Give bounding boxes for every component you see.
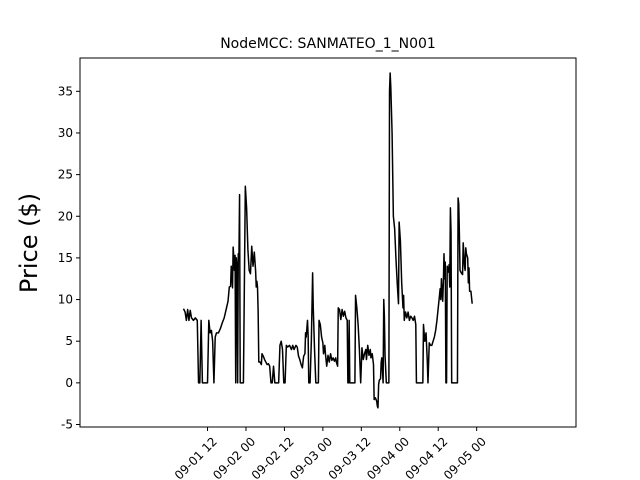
y-tick-label: 5: [65, 334, 73, 348]
plot-frame: [79, 57, 577, 428]
y-tick-label: 0: [65, 376, 73, 390]
y-axis-label: Price ($): [15, 193, 43, 293]
price-series-line: [182, 72, 473, 409]
y-tick-label: 10: [58, 293, 73, 307]
y-tick-label: 25: [58, 168, 73, 182]
y-tick-label: 20: [58, 209, 73, 223]
y-tick-label: 15: [58, 251, 73, 265]
y-axis: -5 0 5 10 15 20 25 30 35: [58, 84, 80, 432]
y-tick-label: 30: [58, 126, 73, 140]
y-tick-label: -5: [61, 418, 73, 432]
y-tick-label: 35: [58, 84, 73, 98]
chart-title: NodeMCC: SANMATEO_1_N001: [220, 36, 436, 52]
